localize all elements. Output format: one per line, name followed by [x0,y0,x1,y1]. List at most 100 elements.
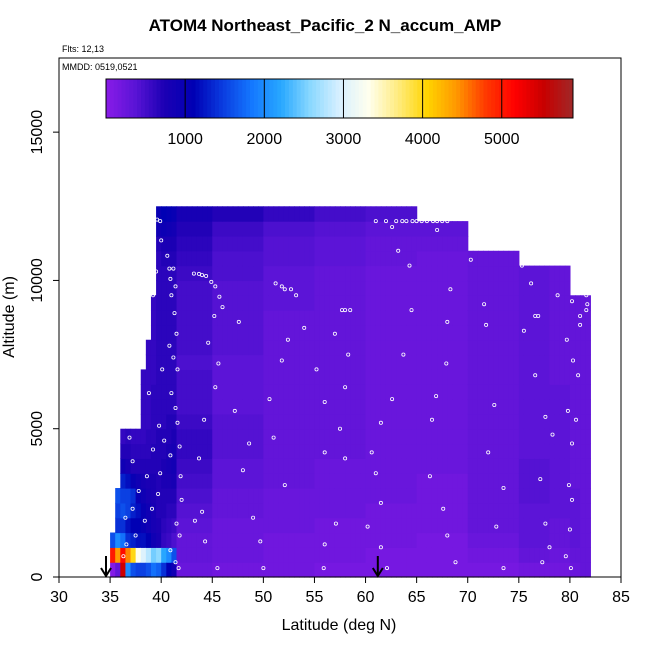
heatmap-cell [176,235,183,252]
heatmap-cell [360,517,367,534]
heatmap-cell [345,354,351,370]
heatmap-cell [319,339,326,356]
heatmap-cell [406,413,413,430]
heatmap-cell [161,547,167,563]
heatmap-cell [447,221,453,237]
heatmap-cell [416,502,423,519]
colorbar-segment [537,79,543,118]
observation-marker [394,219,399,224]
colorbar-segment [285,79,290,118]
heatmap-cell [278,221,285,237]
heatmap-cell [488,324,494,341]
heatmap-cell [457,265,464,282]
heatmap-cell [181,562,188,578]
colorbar-segment [203,79,208,118]
heatmap-cell [385,473,392,489]
heatmap-cell [248,562,254,578]
heatmap-cell [569,443,576,459]
heatmap-cell [411,221,418,237]
heatmap-cell [529,384,535,400]
heatmap-cell [242,339,249,356]
heatmap-cell [508,399,515,415]
heatmap-cell [549,295,556,311]
heatmap-cell [396,206,402,222]
heatmap-cell [549,532,556,548]
heatmap-cell [539,280,545,296]
heatmap-cell [212,250,218,267]
heatmap-cell [299,428,305,445]
heatmap-cell [248,324,254,341]
colorbar-segment [331,79,337,118]
heatmap-cell [549,399,556,415]
heatmap-cell [314,221,321,237]
colorbar-segment [502,79,508,118]
observation-marker [174,331,179,336]
heatmap-cell [580,488,586,504]
heatmap-cell [314,502,321,519]
observation-marker [570,441,575,446]
heatmap-cell [345,235,351,252]
heatmap-cell [294,235,300,252]
heatmap-cell [171,310,178,326]
heatmap-cell [263,235,270,252]
heatmap-cell [564,428,571,445]
heatmap-cell [329,473,336,489]
heatmap-cell [156,473,162,489]
heatmap-cell [539,517,545,534]
heatmap-cell [304,413,310,430]
heatmap-cell [334,280,341,296]
heatmap-cell [202,280,208,296]
heatmap-cell [411,250,418,267]
colorbar-segment [405,79,411,118]
heatmap-cell [248,295,254,311]
heatmap-cell [329,384,336,400]
heatmap-cell [278,443,285,459]
heatmap-cell [529,517,535,534]
heatmap-cell [437,473,443,489]
heatmap-cell [196,502,203,519]
heatmap-cell [523,280,530,296]
heatmap-cell [421,413,428,430]
heatmap-cell [314,443,321,459]
heatmap-cell [237,280,244,296]
heatmap-cell [416,295,423,311]
heatmap-cell [534,458,540,474]
heatmap-cell [575,532,581,548]
x-axis: 30 35 40 45 50 55 60 65 70 75 80 85 [50,577,630,606]
heatmap-cell [457,339,464,356]
heatmap-cell [385,280,392,296]
heatmap-cell [575,428,581,445]
heatmap-cell [345,562,351,578]
heatmap-cell [447,280,453,296]
colorbar-segment [397,79,403,118]
heatmap-cell [472,295,479,311]
heatmap-cell [299,547,305,563]
heatmap-cell [416,488,423,504]
observation-marker [430,219,435,224]
heatmap-cell [534,428,540,445]
observation-marker [343,456,348,461]
observation-marker [175,367,180,372]
heatmap-cell [554,295,561,311]
colorbar-segment [214,79,220,118]
heatmap-cell [268,369,275,385]
heatmap-cell [171,384,178,400]
heatmap-cell [283,235,290,252]
flights-note: Flts: 12,13 [62,44,105,54]
flight-arrowhead [371,567,384,578]
heatmap-cell [299,562,305,578]
heatmap-cell [564,280,571,296]
heatmap-cell [401,443,408,459]
heatmap-cell [585,369,591,385]
heatmap-cell [263,354,270,370]
heatmap-cell [345,206,351,222]
heatmap-cell [421,339,428,356]
heatmap-cell [340,206,346,222]
heatmap-cell [488,562,494,578]
heatmap-cell [426,280,433,296]
colorbar-segment [440,79,446,118]
heatmap-cell [421,235,428,252]
heatmap-cell [161,295,167,311]
heatmap-cell [263,458,270,474]
heatmap-cell [294,280,300,296]
